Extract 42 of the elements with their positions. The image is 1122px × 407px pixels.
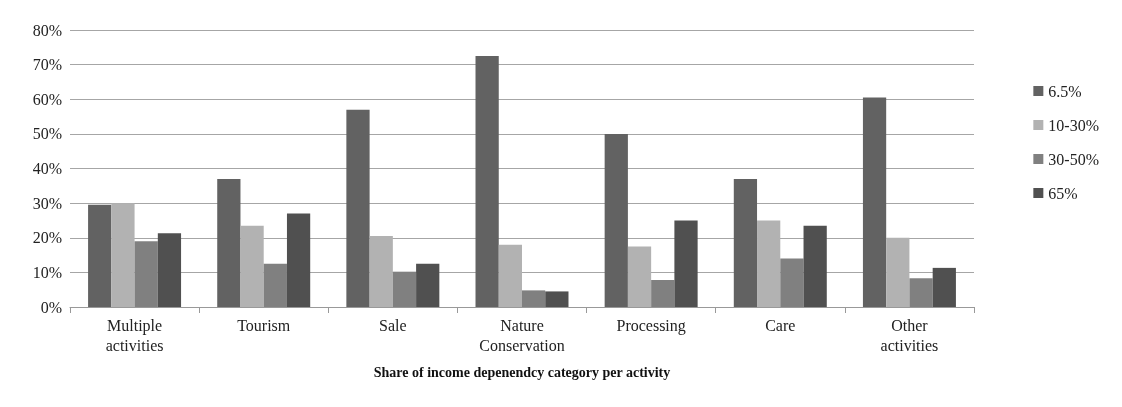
y-tick-label: 40% [32, 160, 62, 177]
x-tick-label: Nature Conservation [479, 316, 565, 354]
x-tick-label: Tourism [237, 316, 291, 334]
x-axis-title: Share of income depenendcy category per activity [373, 364, 671, 380]
bar [134, 241, 158, 307]
bar [780, 258, 804, 307]
y-tick-label: 30% [32, 194, 62, 212]
legend-label: 65% [1048, 184, 1078, 202]
bar [733, 178, 758, 307]
bar [932, 267, 956, 307]
bar [604, 133, 628, 307]
bar [651, 279, 675, 307]
bar [263, 263, 287, 307]
bar [392, 271, 417, 307]
bar [674, 220, 698, 307]
y-tick-label: 60% [32, 90, 62, 108]
bar [286, 213, 311, 307]
bar [475, 55, 499, 307]
bar [909, 278, 933, 307]
bar [346, 109, 370, 307]
bar [545, 291, 569, 307]
legend-label: 10-30% [1048, 116, 1099, 134]
x-tick-label: Processing [616, 316, 686, 335]
legend-label: 30-50% [1048, 150, 1099, 168]
y-tick-label: 80% [32, 21, 62, 39]
bar [862, 97, 887, 307]
bar [416, 263, 440, 307]
y-tick-label: 70% [32, 56, 62, 74]
x-tick-label: Care [765, 316, 796, 334]
y-tick-label: 50% [32, 125, 62, 143]
legend-label: 6.5% [1048, 82, 1082, 100]
y-tick-label: 20% [32, 229, 62, 247]
bar [157, 233, 182, 307]
bar [217, 178, 241, 307]
bar [522, 290, 546, 307]
y-tick-label: 0% [40, 298, 62, 316]
x-tick-label: Multiple activities [105, 316, 164, 354]
bar [803, 225, 827, 307]
x-tick-label: Sale [379, 316, 407, 334]
bar [88, 204, 112, 307]
y-tick-label: 10% [32, 263, 62, 281]
x-tick-label: Other activities [880, 316, 939, 354]
